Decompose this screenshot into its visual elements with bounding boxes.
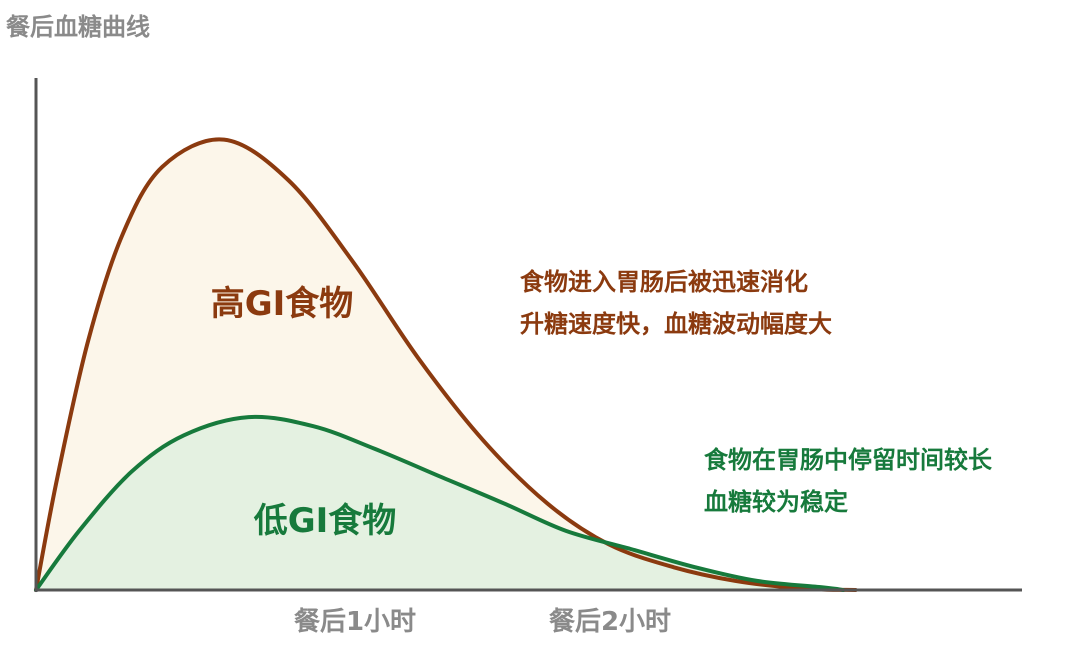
low-gi-area — [36, 416, 844, 590]
low-gi-label: 低GI食物 — [254, 501, 397, 541]
x-tick-label-1h: 餐后1小时 — [294, 607, 416, 637]
low-gi-note-line-2: 血糖较为稳定 — [704, 488, 848, 516]
high-gi-note-line-2: 升糖速度快，血糖波动幅度大 — [520, 310, 832, 338]
y-axis-title: 餐后血糖曲线 — [6, 13, 150, 41]
low-gi-note-line-1: 食物在胃肠中停留时间较长 — [704, 446, 993, 474]
high-gi-curve — [34, 137, 858, 592]
x-tick-label-2h: 餐后2小时 — [549, 607, 671, 637]
low-gi-curve — [34, 414, 846, 592]
high-gi-label: 高GI食物 — [211, 284, 354, 324]
line-layer — [34, 137, 858, 592]
high-gi-note-line-1: 食物进入胃肠后被迅速消化 — [520, 268, 808, 296]
area-layer — [36, 139, 856, 590]
